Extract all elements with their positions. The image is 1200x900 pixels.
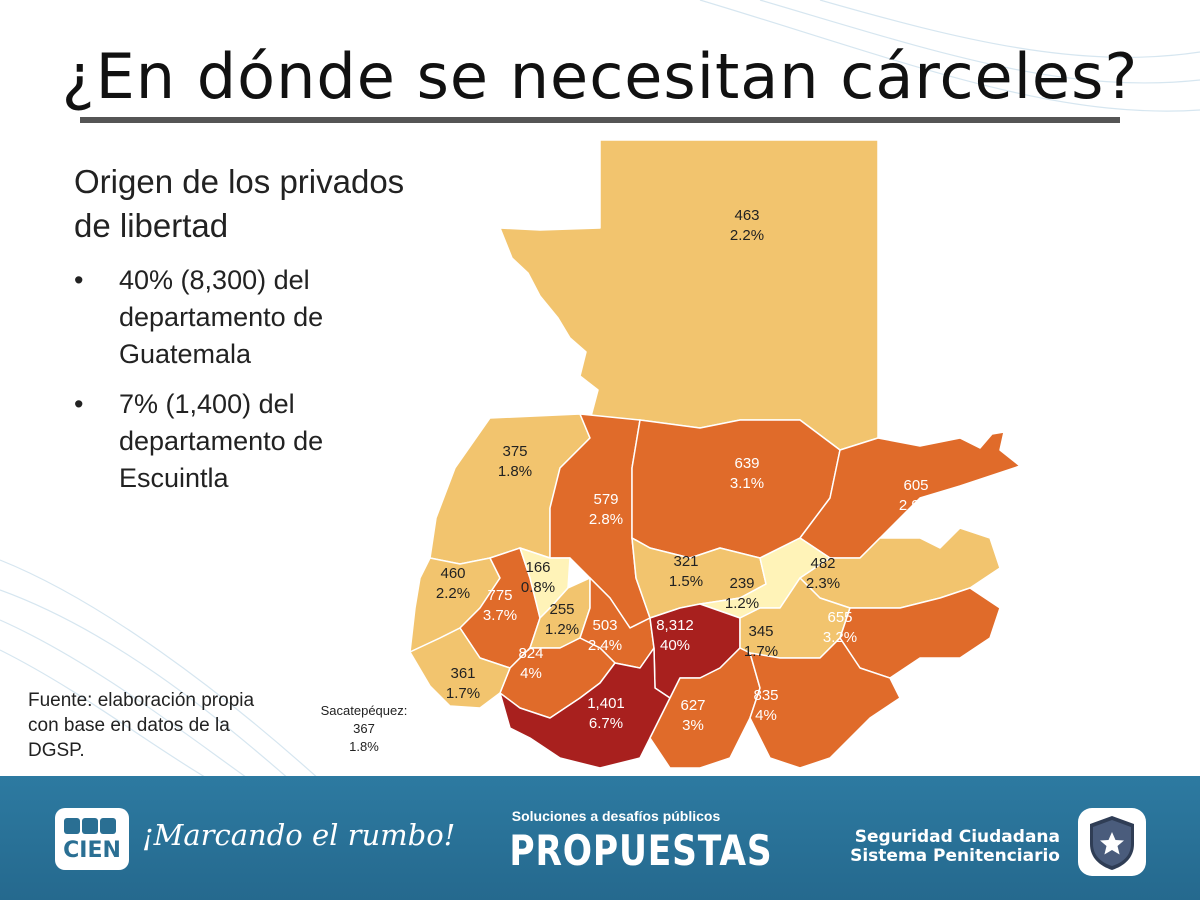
bullet-text: 40% (8,300) del departamento de Guatemal… xyxy=(119,265,324,369)
department-pct-label: 2.2% xyxy=(436,585,470,602)
label-san-marcos: 460 2.2% xyxy=(436,565,470,602)
sacatepequez-name: Sacatepéquez: xyxy=(320,703,408,718)
region-jutiapa xyxy=(749,637,901,769)
department-pct-label: 2.4% xyxy=(588,637,622,654)
department-count-label: 345 xyxy=(748,623,773,640)
page-title: ¿En dónde se necesitan cárceles? xyxy=(61,40,1139,113)
subtitle: Origen de los privados de libertad xyxy=(74,163,405,244)
program-name: PROPUESTAS xyxy=(509,826,773,875)
bullet-item: • 7% (1,400) del departamento de Escuint… xyxy=(74,386,384,497)
program-area-line1: Seguridad Ciudadana xyxy=(854,827,1060,847)
department-pct-label: 1.5% xyxy=(669,573,703,590)
department-count-label: 321 xyxy=(673,553,698,570)
department-pct-label: 3.7% xyxy=(483,607,517,624)
label-peten: 463 2.2% xyxy=(730,207,764,244)
label-huehuetenango: 375 1.8% xyxy=(498,443,532,480)
department-pct-label: 2.3% xyxy=(806,575,840,592)
bullet-dot: • xyxy=(74,265,84,295)
label-escuintla: 1,401 6.7% xyxy=(587,695,625,732)
region-escuintla xyxy=(499,647,671,769)
star-shield-icon xyxy=(1078,808,1146,876)
department-count-label: 655 xyxy=(827,609,852,626)
department-count-label: 166 xyxy=(525,559,550,576)
department-count-label: 255 xyxy=(549,601,574,618)
label-chimaltenango: 503 2.4% xyxy=(588,617,622,654)
cien-logo: CIEN xyxy=(55,808,129,870)
department-pct-label: 1.7% xyxy=(446,685,480,702)
label-zacapa: 482 2.3% xyxy=(806,555,840,592)
sacatepequez-count: 367 xyxy=(353,721,375,736)
label-quiche: 579 2.8% xyxy=(589,491,623,528)
label-solola: 255 1.2% xyxy=(545,601,579,638)
department-pct-label: 1.8% xyxy=(498,463,532,480)
department-pct-label: 6.7% xyxy=(589,715,623,732)
department-count-label: 239 xyxy=(729,575,754,592)
department-pct-label: 3.2% xyxy=(823,629,857,646)
department-count-label: 8,312 xyxy=(656,617,694,634)
title-divider xyxy=(80,117,1120,123)
sacatepequez-pct: 1.8% xyxy=(349,739,379,754)
department-count-label: 835 xyxy=(753,687,778,704)
bullet-dot: • xyxy=(74,389,84,419)
label-jalapa: 345 1.7% xyxy=(744,623,778,660)
cien-logo-text: CIEN xyxy=(63,838,121,863)
label-baja-verapaz: 321 1.5% xyxy=(669,553,703,590)
department-pct-label: 1.7% xyxy=(744,643,778,660)
label-quetzaltenango: 775 3.7% xyxy=(483,587,517,624)
department-pct-label: 2.8% xyxy=(589,511,623,528)
department-count-label: 824 xyxy=(518,645,543,662)
department-pct-label: 4% xyxy=(520,665,542,682)
label-izabal: 605 2.9% xyxy=(899,477,933,514)
department-pct-label: 2.9% xyxy=(899,497,933,514)
footer-bar: CIEN ¡Marcando el rumbo! Soluciones a de… xyxy=(0,776,1200,900)
label-chiquimula: 655 3.2% xyxy=(823,609,857,646)
department-pct-label: 3.1% xyxy=(730,475,764,492)
department-count-label: 460 xyxy=(440,565,465,582)
program-area-line2: Sistema Penitenciario xyxy=(850,846,1060,866)
department-count-label: 579 xyxy=(593,491,618,508)
label-guatemala: 8,312 40% xyxy=(656,617,694,654)
sacatepequez-note: Sacatepéquez: 367 1.8% xyxy=(306,702,422,756)
department-count-label: 775 xyxy=(487,587,512,604)
background-waves xyxy=(0,0,1200,780)
department-pct-label: 1.2% xyxy=(545,621,579,638)
department-pct-label: 1.2% xyxy=(725,595,759,612)
department-count-label: 627 xyxy=(680,697,705,714)
department-count-label: 1,401 xyxy=(587,695,625,712)
label-el-progreso: 239 1.2% xyxy=(725,575,759,612)
department-count-label: 503 xyxy=(592,617,617,634)
department-count-label: 375 xyxy=(502,443,527,460)
department-pct-label: 3% xyxy=(682,717,704,734)
department-pct-label: 40% xyxy=(660,637,690,654)
cien-logo-blocks xyxy=(64,818,120,838)
department-pct-label: 4% xyxy=(755,707,777,724)
department-pct-label: 2.2% xyxy=(730,227,764,244)
department-count-label: 463 xyxy=(734,207,759,224)
department-pct-label: 0.8% xyxy=(521,579,555,596)
department-count-label: 482 xyxy=(810,555,835,572)
slogan: ¡Marcando el rumbo! xyxy=(142,818,456,852)
label-alta-verapaz: 639 3.1% xyxy=(730,455,764,492)
label-totonicapan: 166 0.8% xyxy=(521,559,555,596)
department-count-label: 639 xyxy=(734,455,759,472)
bullet-item: • 40% (8,300) del departamento de Guatem… xyxy=(74,262,384,373)
bullet-list: • 40% (8,300) del departamento de Guatem… xyxy=(74,262,384,510)
region-retalhuleu xyxy=(409,627,511,709)
program-area: Seguridad Ciudadana Sistema Penitenciari… xyxy=(800,828,1060,866)
bullet-text: 7% (1,400) del departamento de Escuintla xyxy=(119,389,324,493)
tagline: Soluciones a desafíos públicos xyxy=(511,808,721,824)
label-retalhuleu: 361 1.7% xyxy=(446,665,480,702)
source-note: Fuente: elaboración propia con base en d… xyxy=(28,690,255,761)
department-count-label: 605 xyxy=(903,477,928,494)
department-count-label: 361 xyxy=(450,665,475,682)
